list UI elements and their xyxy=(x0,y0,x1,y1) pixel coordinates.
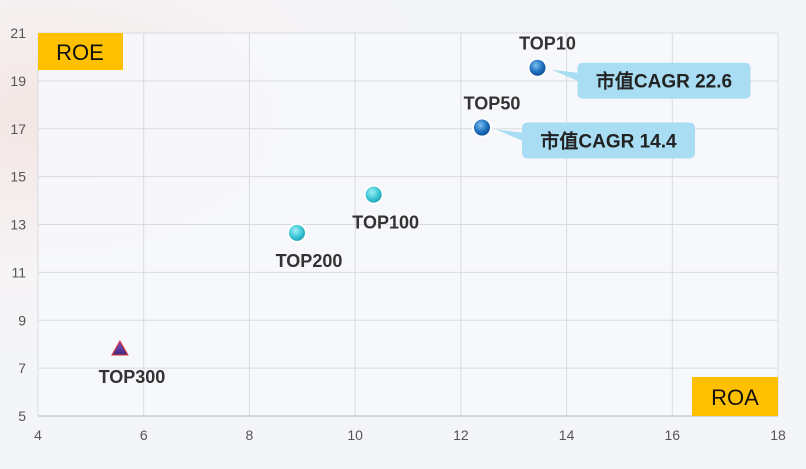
y-tick-label: 19 xyxy=(10,73,26,89)
x-tick-label: 10 xyxy=(347,427,363,443)
point-label: TOP200 xyxy=(276,251,343,271)
y-tick-label: 17 xyxy=(10,121,26,137)
x-tick-label: 18 xyxy=(770,427,786,443)
x-tick-label: 12 xyxy=(453,427,469,443)
y-tick-label: 7 xyxy=(18,360,26,376)
point-label: TOP300 xyxy=(99,367,166,387)
data-point xyxy=(365,186,382,203)
y-tick-label: 13 xyxy=(10,217,26,233)
ylabel: ROE xyxy=(56,40,104,65)
data-point-triangle xyxy=(111,339,129,356)
y-tick-label: 9 xyxy=(18,312,26,328)
y-tick-label: 15 xyxy=(10,169,26,185)
data-point xyxy=(474,119,490,136)
data-point xyxy=(289,224,305,241)
ylabel-tag xyxy=(38,33,123,70)
y-tick-label: 5 xyxy=(18,408,26,424)
data-point xyxy=(529,59,546,76)
x-tick-label: 6 xyxy=(140,427,148,443)
point-label: TOP10 xyxy=(519,34,576,54)
y-tick-label: 11 xyxy=(11,264,26,280)
point-label: TOP100 xyxy=(352,213,419,233)
x-tick-label: 8 xyxy=(246,427,254,443)
xlabel-tag xyxy=(692,377,778,416)
callout-bubble xyxy=(496,122,695,159)
xlabel: ROA xyxy=(711,385,759,410)
callout-bubble xyxy=(551,62,751,99)
callout-text: 市值CAGR 14.4 xyxy=(540,130,677,153)
x-tick-label: 4 xyxy=(34,427,42,443)
point-label: TOP50 xyxy=(464,94,521,114)
callout-text: 市值CAGR 22.6 xyxy=(596,70,732,93)
y-tick-label: 21 xyxy=(10,25,26,41)
x-tick-label: 14 xyxy=(559,427,575,443)
x-tick-label: 16 xyxy=(664,427,680,443)
